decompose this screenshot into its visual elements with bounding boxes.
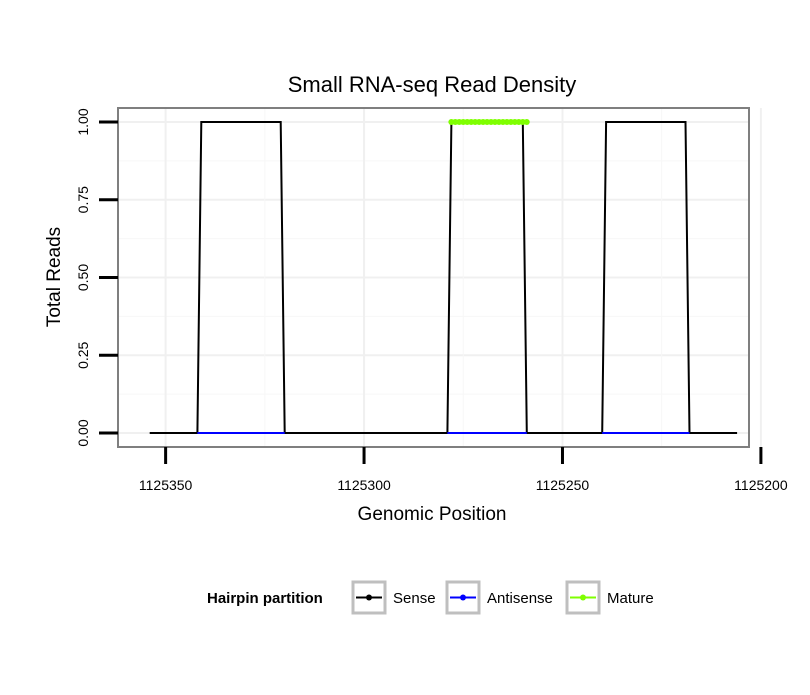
x-axis-label: Genomic Position	[358, 504, 507, 525]
x-tick-label: 1125350	[139, 477, 193, 493]
legend-item-antisense: Antisense	[445, 580, 553, 615]
series-point-mature	[523, 118, 530, 125]
legend-label-mature: Mature	[607, 590, 654, 607]
chart-title: Small RNA-seq Read Density	[288, 72, 577, 97]
legend-key-point-mature	[580, 594, 586, 601]
legend-label-antisense: Antisense	[487, 590, 553, 607]
y-axis-label: Total Reads	[44, 227, 65, 327]
x-tick-label: 1125200	[734, 477, 788, 493]
legend-item-mature: Mature	[565, 580, 654, 615]
legend-label-sense: Sense	[393, 590, 436, 607]
legend-title: Hairpin partition	[207, 590, 323, 607]
legend-key-point-antisense	[460, 594, 466, 601]
legend: Hairpin partition Sense Antisense Mature	[207, 580, 654, 615]
x-tick-label: 1125250	[536, 477, 590, 493]
axis-layer: 0.00 0.25 0.50 0.75 1.00 1125350 1125300 112525…	[75, 108, 788, 493]
y-tick-label: 0.25	[75, 341, 91, 368]
y-tick-label: 1.00	[75, 108, 91, 135]
y-tick-label: 0.50	[75, 264, 91, 291]
legend-item-sense: Sense	[351, 580, 436, 615]
y-tick-label: 0.00	[75, 419, 91, 446]
data-layer	[149, 118, 738, 434]
y-tick-label: 0.75	[75, 186, 91, 213]
x-tick-label: 1125300	[337, 477, 391, 493]
legend-key-point-sense	[366, 594, 372, 601]
